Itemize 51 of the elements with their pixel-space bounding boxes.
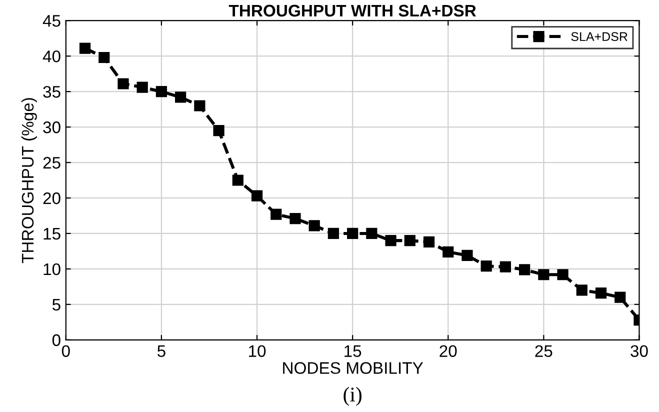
point [462,250,473,262]
point [576,284,588,296]
y-tick-label: 15 [44,228,60,240]
point [118,78,129,90]
y-tick-label: 5 [52,298,60,311]
y-tick-label: 35 [43,86,60,98]
x-tick-label: 25 [535,345,552,358]
point [290,213,301,224]
point [79,42,91,54]
point [385,235,396,246]
y-tick-label: 25 [43,156,60,169]
x-tick-label: 10 [249,345,266,358]
point [328,228,340,240]
x-tick-label: 15 [344,345,362,358]
point [270,208,282,220]
point [500,261,512,272]
x-tick-label: 0 [62,345,70,358]
y-axis-title: THROUGHPUT (%ge) [21,98,37,264]
point [347,228,358,240]
point [366,228,378,240]
x-axis-title: NODES MOBILITY [283,362,424,374]
point [194,100,206,112]
y-tick-label: 10 [44,263,60,276]
point [538,269,550,280]
point [308,220,320,232]
y-tick-label: 20 [43,192,60,204]
point [175,92,186,103]
point [519,264,530,276]
point [404,235,416,246]
point [251,190,263,202]
point [213,125,224,136]
point [614,292,626,303]
point [557,269,568,280]
legend-label: SLA+DSR [571,32,628,42]
y-tick-label: 30 [43,121,60,134]
y-tick-label: 45 [42,15,60,27]
point [442,246,454,258]
point [480,260,492,272]
x-tick-label: 30 [630,345,648,358]
point [156,86,168,98]
point [232,174,244,186]
y-tick-label: 0 [52,334,60,346]
x-tick-label: 20 [440,345,457,358]
point [423,236,435,248]
y-tick-label: 40 [42,50,60,62]
chart-title: THROUGHPUT WITH SLA+DSR [228,4,476,17]
point [136,82,148,93]
point [595,288,607,299]
x-tick-label: 5 [157,345,166,358]
text: (i) [344,386,362,406]
point [98,52,110,64]
